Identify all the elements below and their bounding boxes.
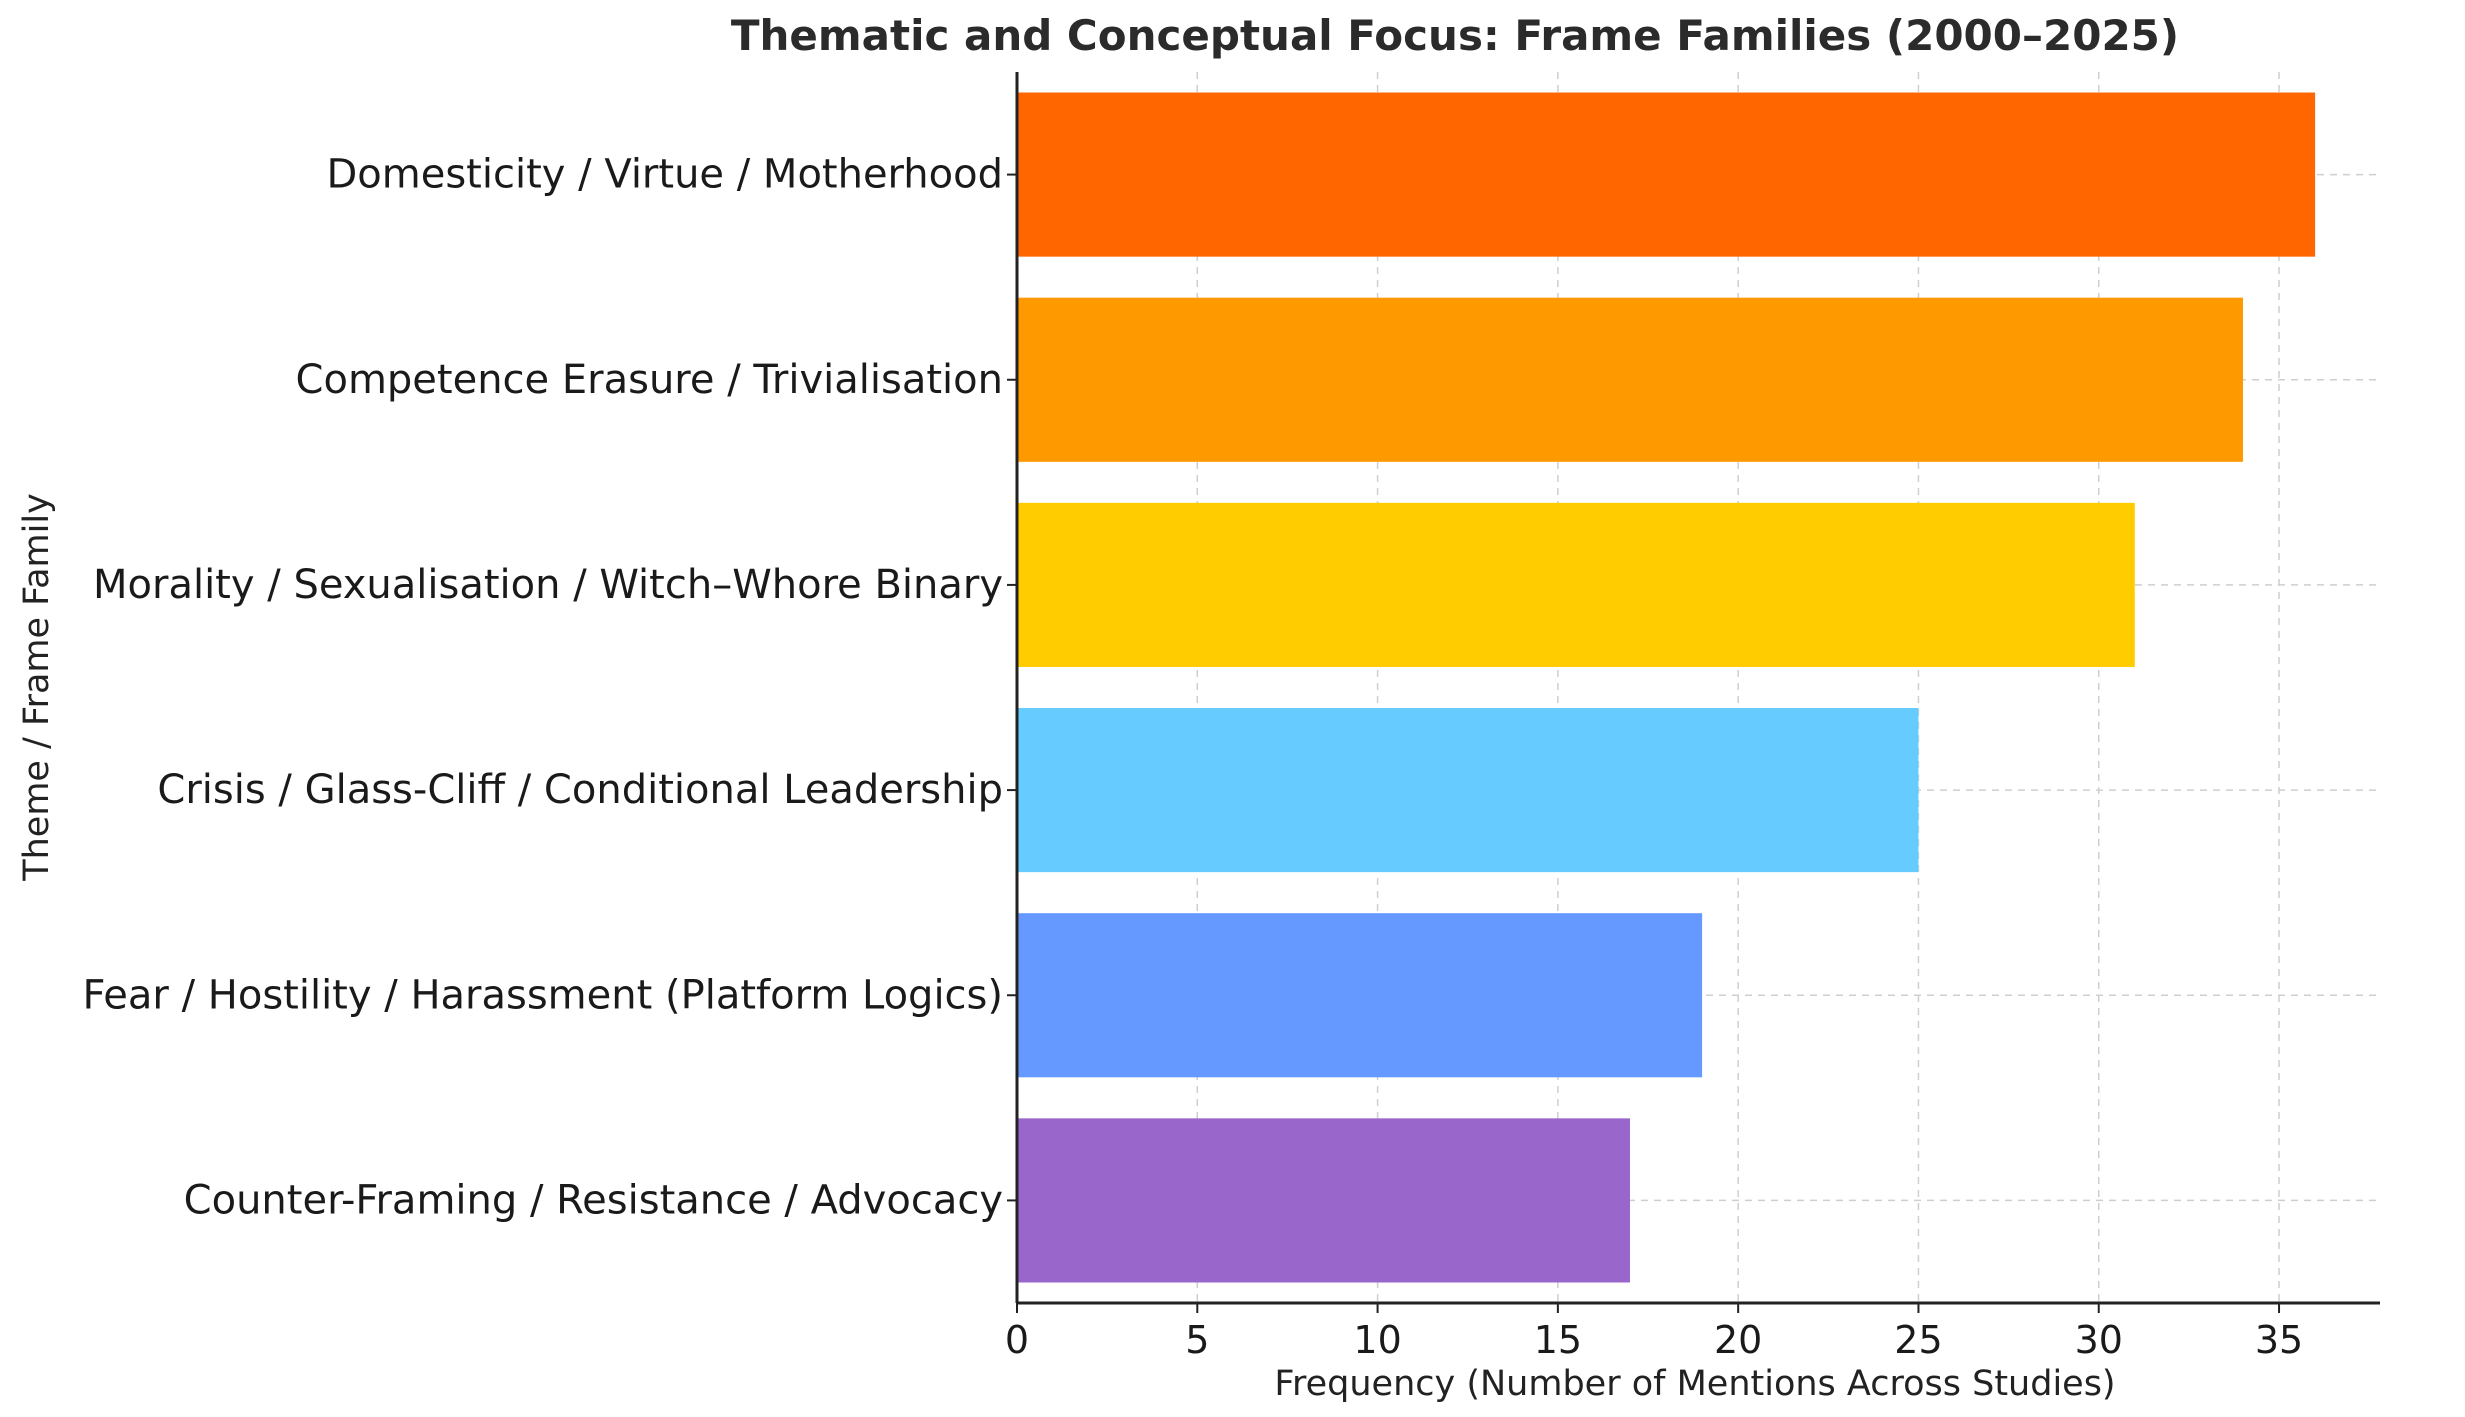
bar: [1017, 913, 1703, 1078]
category-label: Domesticity / Virtue / Motherhood: [326, 152, 1003, 198]
category-label: Counter-Framing / Resistance / Advocacy: [184, 1177, 1003, 1223]
x-tick-label: 0: [1005, 1318, 1029, 1362]
bar: [1017, 1118, 1630, 1283]
x-axis-label: Frequency (Number of Mentions Across Stu…: [1274, 1364, 2115, 1404]
x-tick-label: 20: [1714, 1318, 1762, 1362]
y-axis-label: Theme / Frame Family: [17, 493, 57, 882]
x-tick-label: 25: [1894, 1318, 1942, 1362]
x-tick-label: 5: [1185, 1318, 1209, 1362]
bar: [1017, 297, 2243, 462]
chart-title: Thematic and Conceptual Focus: Frame Fam…: [731, 11, 2179, 60]
ticks: 0 5 10 15 20 25 30 35: [1005, 173, 2303, 1362]
category-label: Competence Erasure / Trivialisation: [296, 357, 1003, 403]
bar: [1017, 502, 2135, 667]
category-label: Fear / Hostility / Harassment (Platform …: [82, 972, 1003, 1018]
x-tick-label: 15: [1534, 1318, 1582, 1362]
bar: [1017, 708, 1919, 873]
bars: [1017, 92, 2316, 1283]
category-label: Morality / Sexualisation / Witch–Whore B…: [93, 562, 1003, 608]
x-tick-label: 35: [2255, 1318, 2303, 1362]
x-tick-label: 10: [1353, 1318, 1401, 1362]
x-tick-label: 30: [2075, 1318, 2123, 1362]
category-labels: Domesticity / Virtue / Motherhood Compete…: [82, 152, 1003, 1224]
axes: [1015, 72, 2380, 1305]
bar: [1017, 92, 2316, 257]
category-label: Crisis / Glass-Cliff / Conditional Leade…: [157, 767, 1003, 813]
